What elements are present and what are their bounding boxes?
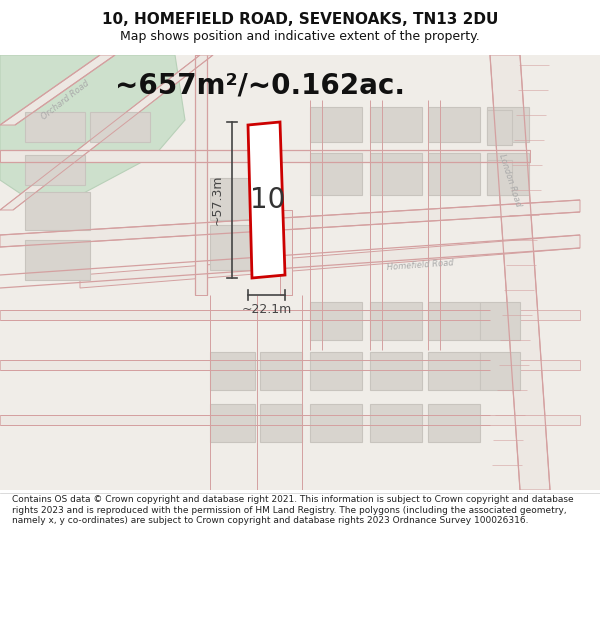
Bar [260,352,302,390]
Text: Homefield Road: Homefield Road [386,258,454,272]
Text: ~57.3m: ~57.3m [211,175,224,225]
Bar [370,107,422,142]
Polygon shape [0,415,580,425]
Polygon shape [0,55,185,200]
Polygon shape [280,210,292,295]
Bar [310,153,362,195]
Polygon shape [0,55,115,125]
Text: Contains OS data © Crown copyright and database right 2021. This information is : Contains OS data © Crown copyright and d… [12,496,574,525]
Bar [428,153,480,195]
Text: 10: 10 [250,186,286,214]
Text: London Road: London Road [497,152,523,208]
Bar [370,352,422,390]
Bar [310,352,362,390]
Bar [210,352,255,390]
Text: ~22.1m: ~22.1m [241,303,292,316]
Bar [310,302,362,340]
Bar [428,352,480,390]
Bar [310,107,362,142]
Bar [210,404,255,442]
Bar [480,352,520,390]
Text: ~657m²/~0.162ac.: ~657m²/~0.162ac. [115,71,405,99]
Polygon shape [0,55,213,210]
Text: Orchard Road: Orchard Road [40,79,91,121]
Bar [260,404,302,442]
Polygon shape [248,122,285,278]
Bar [210,178,252,220]
Polygon shape [80,235,580,288]
Polygon shape [195,55,207,295]
Bar [487,110,512,145]
Polygon shape [0,310,580,320]
Bar [487,107,529,142]
Bar [310,404,362,442]
Polygon shape [0,55,600,490]
Bar [25,112,85,142]
Text: Map shows position and indicative extent of the property.: Map shows position and indicative extent… [120,30,480,43]
Bar [25,192,90,230]
Bar [25,155,85,185]
Bar [428,302,480,340]
Bar [480,302,520,340]
Bar [90,112,150,142]
Polygon shape [490,55,550,490]
Bar [210,225,252,270]
Bar [25,240,90,280]
Polygon shape [0,150,530,162]
Bar [370,404,422,442]
Text: 10, HOMEFIELD ROAD, SEVENOAKS, TN13 2DU: 10, HOMEFIELD ROAD, SEVENOAKS, TN13 2DU [102,12,498,27]
Bar [487,160,512,195]
Bar [428,107,480,142]
Bar [370,153,422,195]
Polygon shape [0,360,580,370]
Polygon shape [0,200,580,247]
Bar [370,302,422,340]
Bar [487,153,529,195]
Bar [428,404,480,442]
